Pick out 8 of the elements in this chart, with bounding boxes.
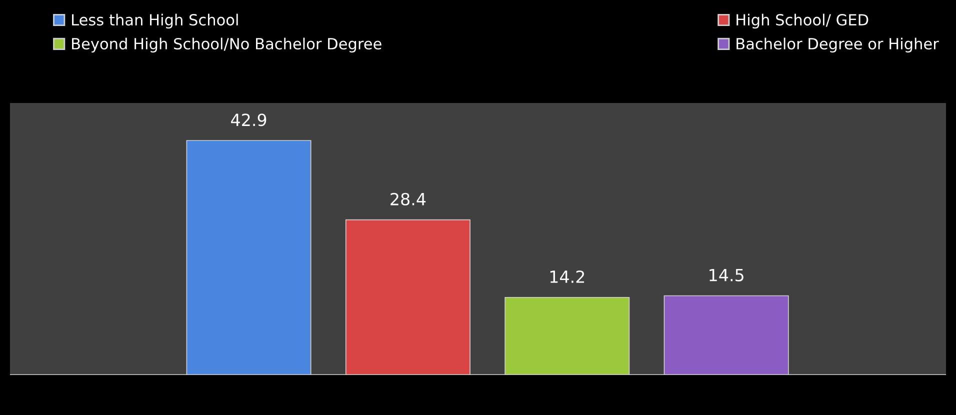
legend-label: High School/ GED — [736, 14, 868, 29]
legend-label: Less than High School — [72, 14, 238, 29]
data-label: 28.4 — [390, 192, 426, 206]
legend-label: Beyond High School/No Bachelor Degree — [72, 38, 382, 52]
data-label: 14.2 — [550, 270, 584, 283]
data-label: 42.9 — [231, 114, 266, 126]
legend-label: Bachelor Degree or Higher — [736, 38, 939, 52]
data-label: 14.5 — [710, 269, 744, 282]
